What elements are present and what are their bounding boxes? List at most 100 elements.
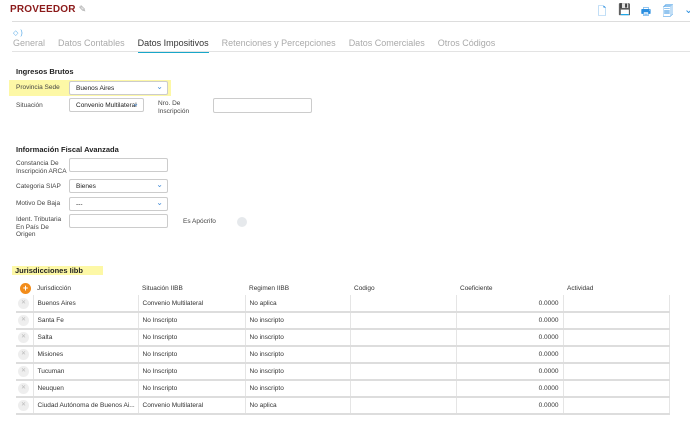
table-cell[interactable]: 0.0000 (456, 380, 564, 398)
table-cell[interactable]: 0.0000 (456, 363, 564, 381)
divider (12, 21, 690, 22)
table-cell[interactable]: Misiones (33, 346, 139, 364)
tab-datos-impositivos[interactable]: Datos Impositivos (137, 38, 209, 53)
ident-input[interactable] (69, 214, 168, 228)
table-cell[interactable]: No aplica (245, 295, 351, 313)
tab-bar: General Datos Contables Datos Impositivos R… (13, 38, 495, 53)
table-cell[interactable] (350, 380, 457, 398)
categoria-select[interactable]: Bienes (69, 179, 168, 193)
column-header[interactable]: Regimen IIBB (249, 284, 290, 292)
remove-row-icon[interactable]: ✕ (18, 383, 29, 394)
table-cell[interactable]: Tucuman (33, 363, 139, 381)
table-cell[interactable]: No Inscripto (138, 380, 246, 398)
nro-input[interactable] (213, 98, 312, 113)
table-cell[interactable]: Santa Fe (33, 312, 139, 330)
table-cell[interactable]: No Inscripto (138, 363, 246, 381)
apocrifo-toggle[interactable] (237, 217, 247, 227)
column-header[interactable]: Situación IIBB (142, 284, 183, 292)
table-cell[interactable]: No Inscripto (138, 329, 246, 347)
table-cell[interactable]: No aplica (245, 397, 351, 415)
table-cell[interactable]: Convenio Multilateral (138, 397, 246, 415)
table-cell[interactable] (563, 329, 670, 347)
tab-general[interactable]: General (13, 38, 46, 48)
table-cell[interactable]: 0.0000 (456, 312, 564, 330)
table-row[interactable]: ✕ Neuquen No Inscripto No inscripto 0.0000 (16, 380, 670, 398)
table-cell[interactable]: Convenio Multilateral (138, 295, 246, 313)
table-cell[interactable]: 0.0000 (456, 329, 564, 347)
remove-row-icon[interactable]: ✕ (18, 315, 29, 326)
remove-row-icon[interactable]: ✕ (18, 366, 29, 377)
copy-icon[interactable]: 🗐 (662, 6, 674, 18)
table-cell[interactable] (563, 397, 670, 415)
section-title-jurisdicciones: Jurisdicciones Iibb (12, 266, 103, 275)
situacion-value: Convenio Multilateral (76, 102, 137, 109)
table-cell[interactable]: No inscripto (245, 363, 351, 381)
provincia-label: Provincia Sede (16, 84, 60, 91)
constancia-input[interactable] (69, 158, 168, 172)
motivo-select[interactable]: --- (69, 197, 168, 211)
tab-datos-comerciales[interactable]: Datos Comerciales (348, 38, 425, 48)
constancia-label: Constancia De Inscripción ARCA (16, 160, 67, 175)
table-row[interactable]: ✕ Buenos Aires Convenio Multilateral No apl… (16, 295, 670, 313)
table-cell[interactable] (350, 346, 457, 364)
chevron-icon[interactable]: ⌄ (684, 4, 690, 16)
table-row[interactable]: ✕ Santa Fe No Inscripto No inscripto 0.0000 (16, 312, 670, 330)
table-cell[interactable] (350, 312, 457, 330)
page-title: PROVEEDOR (10, 4, 76, 15)
table-cell[interactable] (350, 329, 457, 347)
section-title-ingresos: Ingresos Brutos (16, 67, 74, 76)
column-header[interactable]: Jurisdicción (37, 284, 71, 292)
table-cell[interactable]: 0.0000 (456, 397, 564, 415)
column-header[interactable]: Actividad (567, 284, 594, 292)
table-cell[interactable] (350, 363, 457, 381)
table-row[interactable]: ✕ Ciudad Autónoma de Buenos Ai... Convenio… (16, 397, 670, 415)
remove-row-icon[interactable]: ✕ (18, 349, 29, 360)
column-header[interactable]: Codigo (354, 284, 375, 292)
new-doc-icon[interactable]: 🗋 (597, 6, 607, 18)
table-cell[interactable]: No inscripto (245, 346, 351, 364)
table-cell[interactable]: Buenos Aires (33, 295, 139, 313)
remove-row-icon[interactable]: ✕ (18, 297, 29, 309)
table-row[interactable]: ✕ Tucuman No Inscripto No inscripto 0.0000 (16, 363, 670, 381)
title-bar: PROVEEDOR ✎ (10, 4, 86, 15)
tab-otros-c-digos[interactable]: Otros Códigos (437, 38, 496, 48)
provincia-select[interactable]: Buenos Aires (69, 81, 168, 95)
add-row-icon[interactable]: + (20, 282, 31, 294)
tag-icon[interactable]: ◇ ) (13, 30, 23, 37)
tab-datos-contables[interactable]: Datos Contables (58, 38, 125, 48)
table-row[interactable]: ✕ Salta No Inscripto No inscripto 0.0000 (16, 329, 670, 347)
table-row[interactable]: ✕ Misiones No Inscripto No inscripto 0.0000 (16, 346, 670, 364)
table-cell[interactable]: No inscripto (245, 380, 351, 398)
toolbar: 🗋 💾 🖶 🗐 ⌄ (596, 3, 690, 22)
table-cell[interactable] (563, 363, 670, 381)
divider (12, 51, 690, 52)
table-cell[interactable]: No inscripto (245, 312, 351, 330)
table-cell[interactable]: Ciudad Autónoma de Buenos Ai... (33, 397, 139, 415)
save-icon[interactable]: 💾 (618, 4, 630, 16)
table-cell[interactable]: 0.0000 (456, 295, 564, 313)
table-cell[interactable]: No inscripto (245, 329, 351, 347)
categoria-value: Bienes (76, 183, 96, 190)
provincia-value: Buenos Aires (76, 85, 115, 92)
print-icon[interactable]: 🖶 (640, 6, 652, 18)
motivo-label: Motivo De Baja (16, 200, 61, 207)
situacion-label: Situación (16, 102, 43, 109)
categoria-label: Categoria SIAP (16, 183, 61, 190)
table-cell[interactable] (350, 397, 457, 415)
remove-row-icon[interactable]: ✕ (18, 332, 29, 343)
table-cell[interactable]: No Inscripto (138, 346, 246, 364)
table-cell[interactable]: No Inscripto (138, 312, 246, 330)
remove-row-icon[interactable]: ✕ (18, 400, 29, 411)
situacion-select[interactable]: Convenio Multilateral (69, 98, 144, 112)
table-cell[interactable]: Neuquen (33, 380, 139, 398)
table-cell[interactable] (563, 346, 670, 364)
table-cell[interactable]: Salta (33, 329, 139, 347)
table-cell[interactable]: 0.0000 (456, 346, 564, 364)
table-cell[interactable] (563, 312, 670, 330)
table-cell[interactable] (563, 380, 670, 398)
tab-retenciones-y-percepciones[interactable]: Retenciones y Percepciones (221, 38, 336, 48)
column-header[interactable]: Coeficiente (460, 284, 493, 292)
table-cell[interactable] (350, 295, 457, 313)
table-cell[interactable] (563, 295, 670, 313)
edit-icon[interactable]: ✎ (78, 4, 87, 14)
